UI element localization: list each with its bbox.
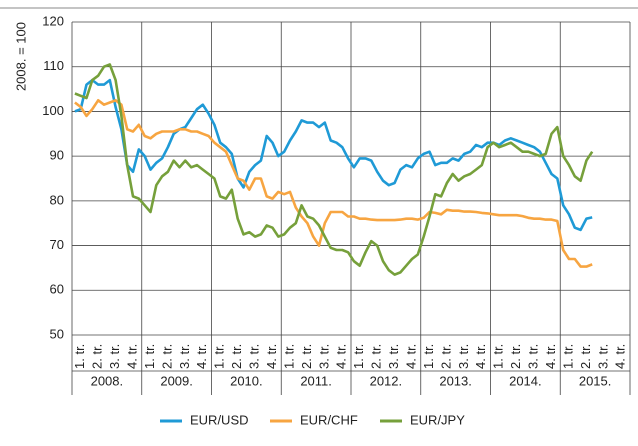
x-tick-label: 3. tr. — [247, 344, 262, 369]
x-tick-label: 4. tr. — [613, 344, 628, 369]
legend-label: EUR/JPY — [410, 412, 465, 427]
x-group-label: 2012. — [370, 373, 403, 388]
y-axis-label: 2008. = 100 — [13, 22, 28, 91]
y-tick-label: 80 — [50, 192, 64, 207]
x-group-label: 2011. — [300, 373, 332, 388]
x-tick-label: 2. tr. — [299, 344, 314, 369]
x-group-label: 2009. — [160, 373, 193, 388]
x-tick-label: 4. tr. — [403, 344, 418, 369]
x-tick-label: 2. tr. — [159, 344, 174, 369]
x-tick-label: 4. tr. — [194, 344, 209, 369]
x-tick-label: 1. tr. — [560, 344, 575, 369]
x-tick-label: 4. tr. — [543, 344, 558, 369]
x-tick-label: 4. tr. — [473, 344, 488, 369]
series-line — [74, 63, 594, 276]
x-tick-label: 1. tr. — [142, 344, 157, 369]
x-tick-label: 3. tr. — [595, 344, 610, 369]
x-tick-label: 2. tr. — [508, 344, 523, 369]
x-group-label: 2008. — [91, 373, 124, 388]
y-tick-label: 70 — [50, 237, 64, 252]
x-tick-label: 1. tr. — [421, 344, 436, 369]
x-tick-label: 1. tr. — [212, 344, 227, 369]
x-group-label: 2013. — [439, 373, 472, 388]
x-tick-label: 3. tr. — [316, 344, 331, 369]
y-tick-label: 100 — [42, 103, 64, 118]
x-tick-label: 2. tr. — [90, 344, 105, 369]
x-tick-label: 1. tr. — [72, 344, 87, 369]
x-tick-label: 3. tr. — [526, 344, 541, 369]
series-line — [74, 99, 593, 268]
x-tick-label: 3. tr. — [107, 344, 122, 369]
x-group-label: 2014. — [509, 373, 542, 388]
x-tick-label: 4. tr. — [124, 344, 139, 369]
legend-label: EUR/CHF — [300, 412, 358, 427]
x-tick-label: 3. tr. — [456, 344, 471, 369]
x-tick-label: 2. tr. — [229, 344, 244, 369]
x-tick-label: 2. tr. — [438, 344, 453, 369]
x-group-label: 2015. — [579, 373, 612, 388]
y-tick-label: 110 — [43, 58, 64, 73]
x-tick-label: 2. tr. — [369, 344, 384, 369]
x-tick-label: 3. tr. — [177, 344, 192, 369]
y-tick-label: 90 — [50, 148, 64, 163]
x-tick-label: 2. tr. — [578, 344, 593, 369]
y-tick-label: 120 — [42, 13, 64, 28]
x-tick-label: 1. tr. — [351, 344, 366, 369]
legend-label: EUR/USD — [190, 412, 249, 427]
x-tick-label: 4. tr. — [334, 344, 349, 369]
series-line — [74, 78, 593, 232]
x-tick-label: 4. tr. — [264, 344, 279, 369]
x-group-label: 2010. — [230, 373, 263, 388]
y-tick-label: 50 — [50, 326, 64, 341]
x-tick-label: 1. tr. — [491, 344, 506, 369]
y-tick-label: 60 — [50, 282, 64, 297]
x-tick-label: 3. tr. — [386, 344, 401, 369]
x-tick-label: 1. tr. — [281, 344, 296, 369]
